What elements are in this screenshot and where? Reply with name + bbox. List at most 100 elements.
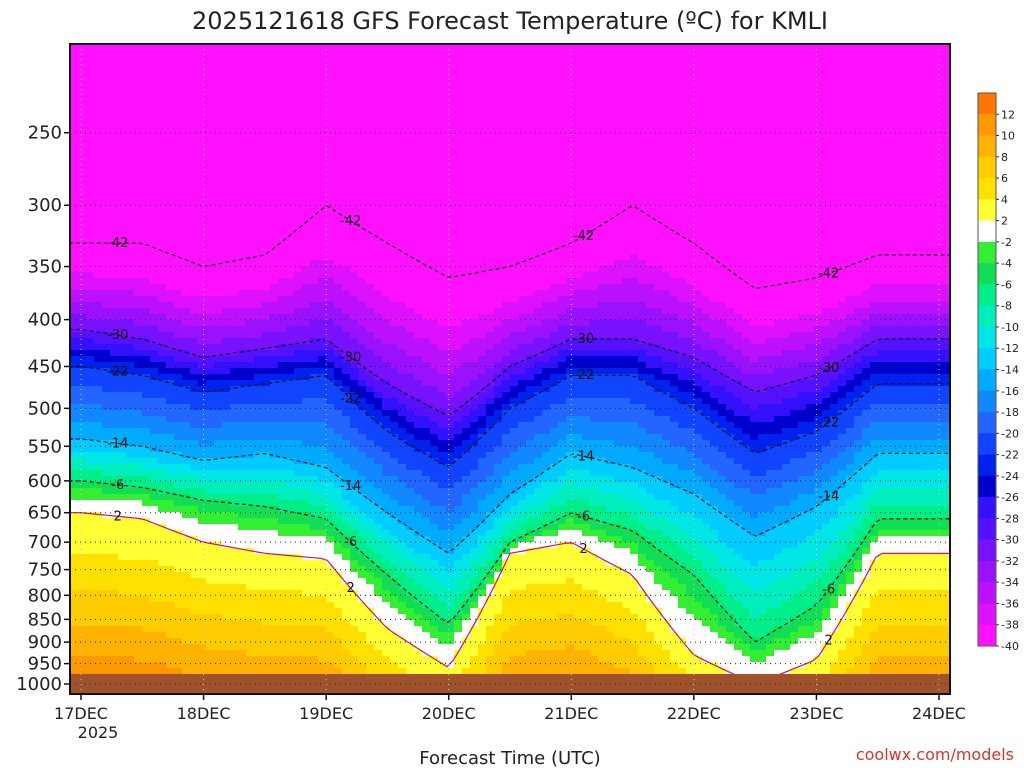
temperature-cell [86, 572, 95, 579]
temperature-cell [190, 230, 199, 237]
temperature-cell [430, 548, 439, 555]
temperature-cell [86, 320, 95, 327]
temperature-cell [214, 200, 223, 207]
temperature-cell [246, 194, 255, 201]
temperature-cell [430, 248, 439, 255]
temperature-cell [238, 134, 247, 141]
temperature-cell [134, 458, 143, 465]
temperature-cell [158, 92, 167, 99]
temperature-cell [126, 638, 135, 645]
temperature-cell [150, 656, 159, 663]
temperature-cell [198, 416, 207, 423]
temperature-cell [102, 224, 111, 231]
temperature-cell [374, 122, 383, 129]
temperature-cell [94, 128, 103, 135]
temperature-cell [334, 428, 343, 435]
temperature-cell [150, 164, 159, 171]
temperature-cell [262, 584, 271, 591]
temperature-cell [270, 68, 279, 75]
temperature-cell [182, 62, 191, 69]
temperature-cell [350, 476, 359, 483]
temperature-cell [142, 314, 151, 321]
temperature-cell [366, 548, 375, 555]
temperature-cell [142, 608, 151, 615]
temperature-cell [222, 146, 231, 153]
temperature-cell [206, 242, 215, 249]
temperature-cell [126, 140, 135, 147]
temperature-cell [326, 128, 335, 135]
temperature-cell [326, 200, 335, 207]
temperature-cell [286, 116, 295, 123]
temperature-cell [326, 656, 335, 663]
temperature-cell [318, 572, 327, 579]
temperature-cell [358, 656, 367, 663]
temperature-cell [382, 80, 391, 87]
temperature-cell [246, 482, 255, 489]
temperature-cell [70, 314, 79, 321]
temperature-cell [94, 386, 103, 393]
temperature-cell [150, 524, 159, 531]
temperature-cell [222, 362, 231, 369]
temperature-cell [390, 530, 399, 537]
temperature-cell [190, 158, 199, 165]
temperature-cell [94, 332, 103, 339]
temperature-cell [406, 86, 415, 93]
temperature-cell [70, 146, 79, 153]
temperature-cell [126, 518, 135, 525]
temperature-cell [326, 140, 335, 147]
temperature-cell [302, 494, 311, 501]
temperature-cell [382, 476, 391, 483]
temperature-cell [142, 530, 151, 537]
temperature-cell [262, 470, 271, 477]
temperature-cell [278, 314, 287, 321]
temperature-cell [302, 374, 311, 381]
temperature-cell [366, 482, 375, 489]
temperature-cell [126, 290, 135, 297]
temperature-cell [422, 92, 431, 99]
temperature-cell [302, 128, 311, 135]
temperature-cell [374, 626, 383, 633]
temperature-cell [86, 254, 95, 261]
temperature-cell [78, 530, 87, 537]
temperature-cell [334, 572, 343, 579]
temperature-cell [350, 548, 359, 555]
temperature-cell [286, 146, 295, 153]
temperature-cell [358, 236, 367, 243]
temperature-cell [78, 164, 87, 171]
temperature-cell [134, 146, 143, 153]
temperature-cell [110, 392, 119, 399]
temperature-cell [222, 638, 231, 645]
temperature-cell [70, 398, 79, 405]
temperature-cell [390, 290, 399, 297]
temperature-cell [78, 110, 87, 117]
temperature-cell [174, 188, 183, 195]
temperature-cell [398, 554, 407, 561]
temperature-cell [134, 380, 143, 387]
temperature-cell [198, 200, 207, 207]
temperature-cell [198, 488, 207, 495]
temperature-cell [158, 170, 167, 177]
temperature-cell [406, 464, 415, 471]
temperature-cell [214, 302, 223, 309]
temperature-cell [246, 440, 255, 447]
temperature-cell [134, 164, 143, 171]
temperature-cell [286, 104, 295, 111]
temperature-cell [198, 602, 207, 609]
temperature-cell [246, 368, 255, 375]
temperature-cell [326, 62, 335, 69]
temperature-cell [206, 608, 215, 615]
temperature-cell [166, 140, 175, 147]
temperature-cell [150, 578, 159, 585]
temperature-cell [222, 308, 231, 315]
temperature-cell [158, 200, 167, 207]
temperature-cell [342, 482, 351, 489]
temperature-cell [334, 368, 343, 375]
temperature-cell [190, 566, 199, 573]
temperature-cell [278, 266, 287, 273]
temperature-cell [262, 668, 271, 675]
temperature-cell [134, 212, 143, 219]
temperature-cell [206, 116, 215, 123]
temperature-cell [390, 518, 399, 525]
temperature-cell [310, 404, 319, 411]
temperature-cell [294, 410, 303, 417]
